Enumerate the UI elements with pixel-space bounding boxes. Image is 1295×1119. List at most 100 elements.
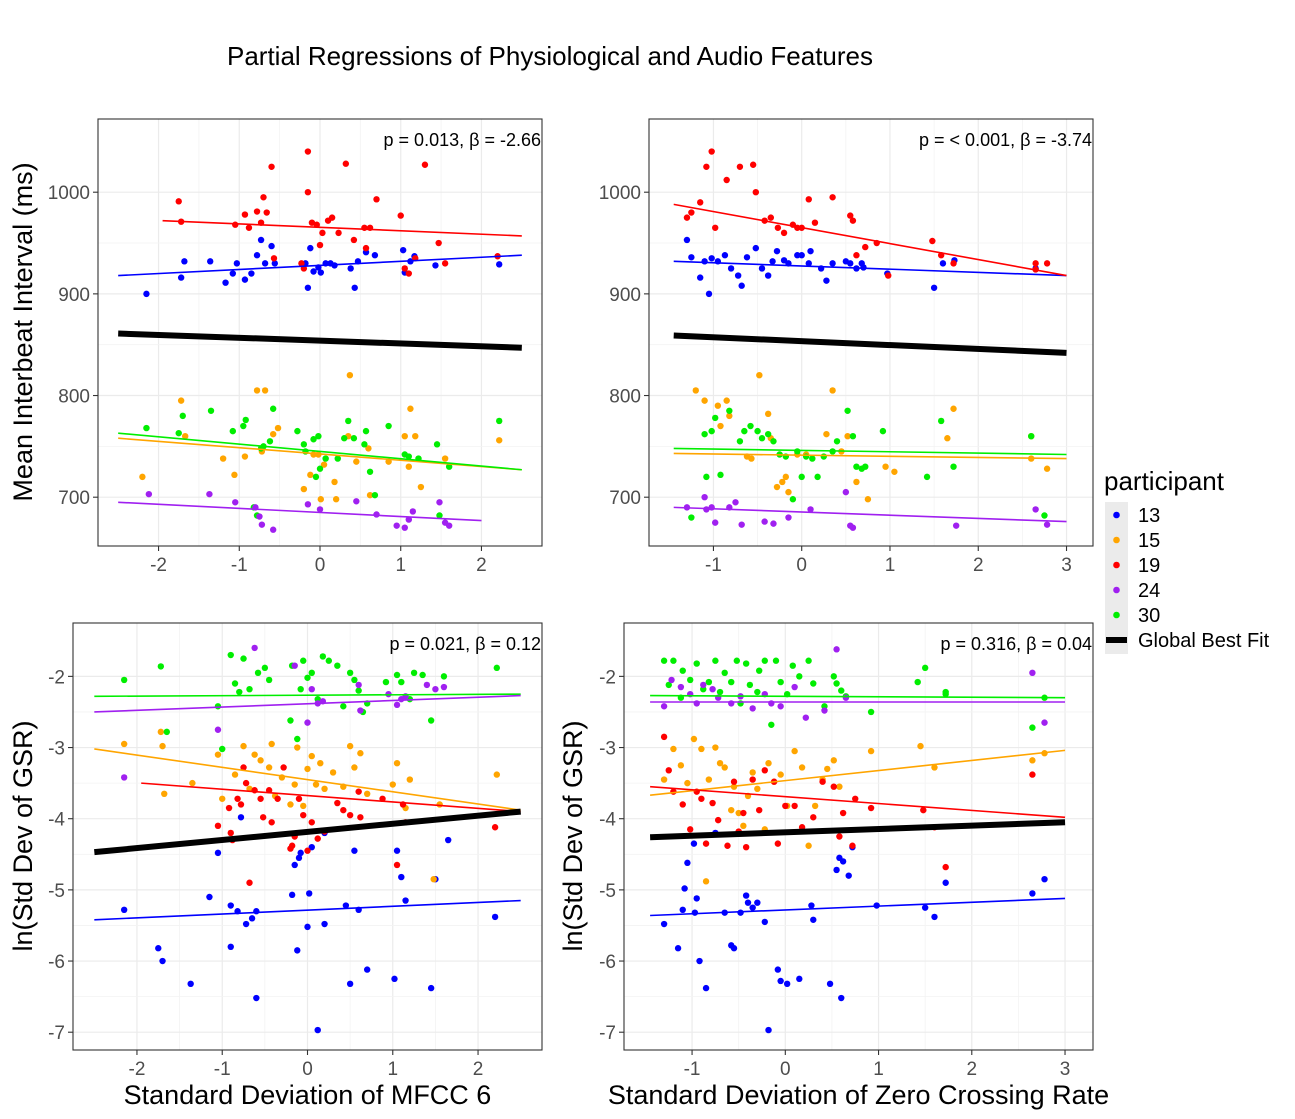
data-point: [758, 265, 766, 272]
data-point: [952, 522, 960, 529]
data-point: [412, 433, 419, 440]
data-point: [772, 657, 780, 664]
data-point: [271, 260, 278, 267]
x-tick-label: -2: [150, 555, 167, 576]
data-point: [187, 980, 194, 988]
data-point: [1041, 719, 1048, 726]
y-tick-label: 800: [609, 387, 641, 408]
regression-annotation: p = 0.316, β = 0.04: [941, 634, 1092, 654]
data-point: [421, 161, 429, 168]
data-point: [845, 872, 852, 879]
data-point: [1029, 890, 1036, 897]
data-point: [397, 212, 404, 219]
data-point: [402, 897, 409, 904]
data-point: [808, 902, 815, 909]
data-point: [728, 700, 735, 707]
data-point: [670, 657, 677, 664]
x-axis-label: Standard Deviation of Zero Crossing Rate: [608, 1080, 1109, 1110]
data-point: [291, 781, 298, 788]
legend-key-point: [1113, 561, 1120, 569]
data-point: [716, 688, 724, 696]
data-point: [708, 148, 715, 155]
data-point: [708, 427, 715, 435]
data-point: [712, 519, 719, 526]
data-point: [794, 448, 801, 455]
data-point: [733, 657, 741, 664]
data-point: [493, 771, 501, 778]
data-point: [441, 260, 449, 267]
data-point: [683, 236, 691, 244]
y-axis-label: Mean Interbeat Interval (ms): [8, 162, 38, 501]
data-point: [747, 422, 754, 430]
data-point: [814, 473, 821, 481]
data-point: [1028, 433, 1035, 440]
data-point: [681, 885, 688, 892]
y-tick-label: -2: [599, 667, 616, 688]
data-point: [687, 826, 694, 833]
data-point: [717, 471, 724, 479]
data-point: [742, 660, 750, 667]
data-point: [862, 463, 869, 470]
data-point: [385, 422, 392, 430]
data-point: [754, 899, 761, 906]
data-point: [259, 814, 267, 821]
data-point: [867, 708, 875, 716]
y-tick-label: -6: [599, 952, 616, 973]
data-point: [688, 254, 695, 261]
data-point: [256, 513, 263, 520]
data-point: [351, 847, 358, 854]
y-tick-label: -2: [48, 667, 65, 688]
data-point: [245, 224, 253, 231]
data-point: [849, 842, 856, 849]
data-point: [253, 252, 261, 259]
data-point: [346, 980, 354, 988]
data-point: [830, 783, 837, 790]
data-point: [393, 671, 401, 679]
data-point: [315, 433, 322, 440]
x-tick-label: -1: [231, 555, 248, 576]
data-point: [670, 745, 677, 753]
fit-line: [118, 437, 522, 471]
data-point: [708, 255, 715, 262]
data-point: [313, 221, 320, 228]
x-tick-label: 3: [1060, 1059, 1071, 1080]
data-point: [701, 397, 708, 404]
data-point: [767, 214, 775, 221]
data-point: [842, 694, 850, 701]
data-point: [723, 176, 730, 184]
data-point: [175, 429, 182, 437]
data-point: [419, 671, 426, 679]
legend-key-point: [1113, 511, 1120, 519]
legend-label: 30: [1138, 605, 1160, 627]
x-tick-label: 2: [473, 1059, 484, 1080]
data-point: [824, 765, 831, 773]
data-point: [304, 674, 311, 681]
data-point: [312, 473, 320, 481]
data-point: [761, 518, 768, 525]
data-point: [350, 236, 358, 244]
data-point: [679, 667, 686, 674]
data-point: [826, 980, 834, 988]
data-point: [796, 673, 803, 680]
data-point: [830, 673, 837, 680]
data-point: [357, 750, 364, 757]
data-point: [811, 802, 819, 810]
data-point: [773, 483, 781, 491]
data-point: [405, 516, 412, 523]
data-point: [829, 260, 836, 267]
data-point: [317, 759, 324, 767]
data-point: [690, 840, 698, 847]
data-point: [269, 405, 277, 412]
data-point: [493, 664, 501, 672]
data-point: [777, 703, 784, 710]
panels-group: p = 0.013, β = -2.66-2 -1 0 1 27008009001000…: [8, 118, 1109, 1110]
data-point: [355, 788, 362, 795]
data-point: [351, 676, 358, 684]
data-point: [809, 455, 816, 462]
data-point: [761, 767, 768, 774]
data-point: [304, 189, 312, 196]
data-point: [796, 975, 803, 983]
y-tick-label: -5: [48, 881, 65, 902]
data-point: [304, 501, 312, 508]
data-point: [357, 814, 364, 821]
